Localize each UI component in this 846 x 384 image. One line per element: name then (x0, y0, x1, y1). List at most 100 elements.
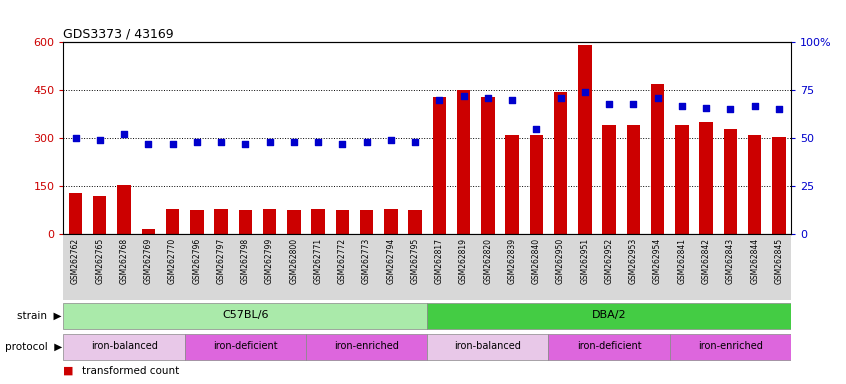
Point (93, 137, 107, 143)
Text: iron-deficient: iron-deficient (577, 341, 641, 351)
Point (578, 89, 591, 95)
Text: iron-enriched: iron-enriched (334, 341, 399, 351)
Bar (723, 129, 737, 234)
Text: GSM262768: GSM262768 (119, 237, 129, 284)
Point (457, 93, 470, 99)
Bar (748, 135, 761, 234)
Text: GSM262819: GSM262819 (459, 237, 468, 283)
Point (772, 106, 786, 113)
Bar (69, 193, 82, 234)
Bar (554, 92, 568, 234)
Text: strain  ▶: strain ▶ (17, 311, 62, 321)
Text: ■: ■ (63, 366, 74, 376)
Text: GSM262844: GSM262844 (750, 237, 759, 284)
Bar (214, 209, 228, 234)
Point (239, 141, 252, 147)
Text: GSM262950: GSM262950 (556, 237, 565, 284)
Point (118, 131, 131, 137)
Point (384, 137, 398, 143)
Text: DBA/2: DBA/2 (592, 310, 626, 320)
Bar (432, 97, 446, 234)
Point (287, 139, 300, 145)
Bar (93, 196, 107, 234)
Point (141, 141, 155, 147)
Text: GSM262765: GSM262765 (96, 237, 104, 284)
Text: GSM262951: GSM262951 (580, 237, 590, 284)
Text: iron-deficient: iron-deficient (213, 341, 277, 351)
Point (311, 139, 325, 145)
Bar (481, 97, 495, 234)
Bar (427, 303, 791, 329)
Text: GSM262771: GSM262771 (314, 237, 322, 284)
Text: GSM262798: GSM262798 (241, 237, 250, 284)
Bar (306, 334, 427, 359)
Text: GSM262843: GSM262843 (726, 237, 735, 284)
Bar (336, 210, 349, 234)
Text: GSM262820: GSM262820 (483, 237, 492, 283)
Bar (311, 209, 325, 234)
Text: GSM262953: GSM262953 (629, 237, 638, 284)
Text: GSM262845: GSM262845 (774, 237, 783, 284)
Point (748, 103, 761, 109)
Bar (670, 334, 791, 359)
Text: GSM262795: GSM262795 (410, 237, 420, 284)
Bar (239, 210, 252, 234)
Point (675, 103, 689, 109)
Text: C57BL/6: C57BL/6 (222, 310, 268, 320)
Text: GSM262954: GSM262954 (653, 237, 662, 284)
Text: GSM262841: GSM262841 (678, 237, 686, 283)
Text: GSM262772: GSM262772 (338, 237, 347, 284)
Text: protocol  ▶: protocol ▶ (4, 341, 62, 352)
Text: iron-balanced: iron-balanced (454, 341, 521, 351)
Bar (409, 210, 422, 234)
Bar (772, 137, 786, 234)
Text: transformed count: transformed count (82, 366, 179, 376)
Bar (505, 135, 519, 234)
Text: GSM262762: GSM262762 (71, 237, 80, 284)
Bar (700, 122, 713, 234)
Point (69, 135, 82, 141)
Bar (675, 126, 689, 234)
Bar (63, 303, 427, 329)
Text: GSM262797: GSM262797 (217, 237, 226, 284)
Text: GSM262770: GSM262770 (168, 237, 177, 284)
Text: GSM262839: GSM262839 (508, 237, 517, 284)
Text: GSM262800: GSM262800 (289, 237, 299, 284)
Bar (190, 210, 204, 234)
Point (190, 139, 204, 145)
Bar (530, 135, 543, 234)
Bar (602, 126, 616, 234)
Point (336, 141, 349, 147)
Point (505, 97, 519, 103)
Bar (166, 209, 179, 234)
Point (481, 95, 495, 101)
Bar (287, 210, 300, 234)
Point (723, 106, 737, 113)
Bar (263, 209, 277, 234)
Text: GSM262769: GSM262769 (144, 237, 153, 284)
Bar (578, 45, 591, 234)
Point (554, 95, 568, 101)
Point (214, 139, 228, 145)
Text: GSM262794: GSM262794 (387, 237, 395, 284)
Bar (651, 84, 664, 234)
Bar (384, 209, 398, 234)
Bar (184, 334, 306, 359)
Point (166, 141, 179, 147)
Bar (118, 185, 131, 234)
Text: GSM262842: GSM262842 (701, 237, 711, 283)
Bar (627, 126, 640, 234)
Text: GDS3373 / 43169: GDS3373 / 43169 (63, 27, 174, 40)
Text: GSM262796: GSM262796 (192, 237, 201, 284)
Point (360, 139, 373, 145)
Bar (427, 334, 548, 359)
Point (432, 97, 446, 103)
Point (651, 95, 664, 101)
Bar (548, 334, 670, 359)
Point (700, 104, 713, 111)
Bar (360, 210, 373, 234)
Bar (457, 90, 470, 234)
Text: GSM262840: GSM262840 (532, 237, 541, 284)
Text: GSM262773: GSM262773 (362, 237, 371, 284)
Text: iron-enriched: iron-enriched (698, 341, 763, 351)
